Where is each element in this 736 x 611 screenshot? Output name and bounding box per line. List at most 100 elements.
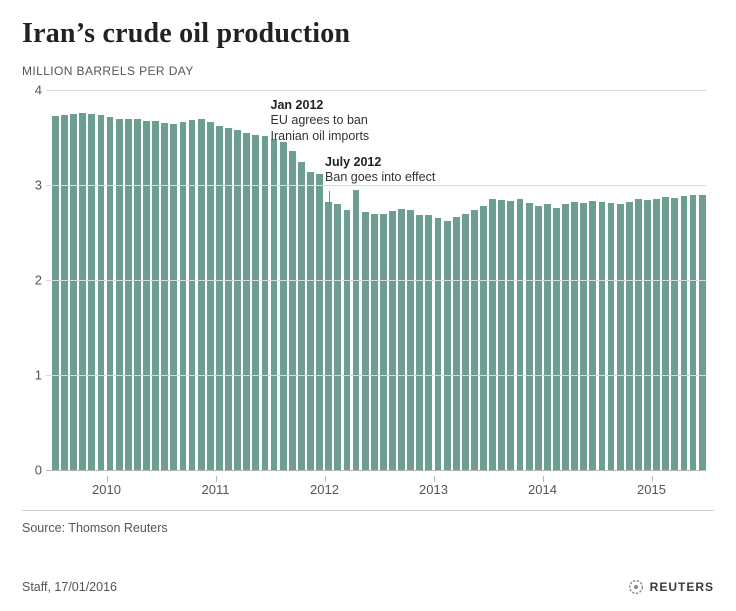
bar	[134, 119, 141, 470]
annotation-connector	[275, 149, 276, 162]
bar	[189, 120, 196, 470]
bar	[644, 200, 651, 470]
bar	[107, 117, 114, 470]
bar	[289, 151, 296, 470]
bar	[316, 174, 323, 470]
annotation-text: EU agrees to ban	[271, 113, 368, 127]
bar	[662, 197, 669, 470]
bar	[125, 119, 132, 471]
bar	[498, 200, 505, 470]
bar	[462, 214, 469, 471]
y-tick-label: 3	[24, 178, 42, 193]
bar	[334, 204, 341, 470]
footer-divider	[22, 510, 714, 511]
bar	[52, 116, 59, 470]
annotation: Jan 2012EU agrees to ban Iranian oil impo…	[271, 98, 370, 145]
bar	[61, 115, 68, 470]
bar	[70, 114, 77, 470]
bar	[453, 217, 460, 470]
brand-badge: REUTERS	[628, 579, 714, 595]
bar	[599, 202, 606, 470]
reuters-logo-icon	[628, 579, 644, 595]
bar	[344, 210, 351, 470]
footer-row: Staff, 17/01/2016 REUTERS	[22, 579, 714, 595]
bar	[535, 206, 542, 470]
bar	[526, 203, 533, 470]
bar	[416, 215, 423, 470]
bar	[161, 123, 168, 470]
bar	[298, 162, 305, 470]
bar	[690, 195, 697, 470]
chart-area: 0 1 2 3 4 Jan 2012EU agrees to ban Iranian oil…	[22, 82, 714, 502]
bar	[562, 204, 569, 470]
bar	[325, 202, 332, 470]
bar	[234, 130, 241, 470]
bar	[589, 201, 596, 470]
bar	[407, 210, 414, 470]
chart-subtitle: MILLION BARRELS PER DAY	[22, 64, 714, 78]
bar	[98, 115, 105, 470]
bar	[371, 214, 378, 471]
bar	[671, 198, 678, 470]
bar	[198, 119, 205, 470]
y-tick-label: 0	[24, 463, 42, 478]
bar	[653, 199, 660, 470]
bar	[699, 195, 706, 471]
bar	[580, 203, 587, 470]
bar	[271, 139, 278, 470]
gridline	[46, 90, 706, 91]
bar	[380, 214, 387, 471]
x-axis: 201020112012201320142015	[46, 476, 706, 498]
bar	[480, 206, 487, 470]
bar	[517, 199, 524, 470]
bar	[544, 204, 551, 470]
annotation: July 2012Ban goes into effect	[325, 155, 435, 186]
y-tick-label: 2	[24, 273, 42, 288]
brand-text: REUTERS	[650, 580, 714, 594]
x-tick-label: 2011	[202, 482, 230, 497]
bar	[216, 126, 223, 470]
bar	[280, 142, 287, 470]
bar	[362, 212, 369, 470]
chart-title: Iran’s crude oil production	[22, 18, 714, 50]
bar	[143, 121, 150, 470]
annotation-text: Ban goes into effect	[325, 170, 435, 184]
bar	[617, 204, 624, 470]
x-tick-label: 2010	[92, 482, 121, 497]
bar	[471, 210, 478, 470]
bar	[180, 122, 187, 470]
bar	[635, 199, 642, 470]
bar	[152, 121, 159, 470]
bar	[116, 119, 123, 471]
x-tick-label: 2012	[310, 482, 339, 497]
bar	[626, 202, 633, 470]
credit-label: Staff, 17/01/2016	[22, 580, 117, 594]
bar	[79, 113, 86, 470]
bar	[389, 211, 396, 470]
bar	[353, 190, 360, 470]
bar	[507, 201, 514, 470]
bar	[435, 218, 442, 470]
annotation-title: Jan 2012	[271, 98, 324, 112]
bar	[444, 221, 451, 470]
bar	[425, 215, 432, 470]
bar	[398, 209, 405, 470]
bar	[243, 133, 250, 470]
bar	[307, 172, 314, 470]
y-tick-label: 1	[24, 368, 42, 383]
bar	[553, 208, 560, 470]
bar	[207, 122, 214, 470]
bar	[608, 203, 615, 470]
gridline	[46, 375, 706, 376]
gridline	[46, 280, 706, 281]
annotation-title: July 2012	[325, 155, 381, 169]
bar	[489, 199, 496, 470]
annotation-text: Iranian oil imports	[271, 129, 370, 143]
x-tick-label: 2015	[637, 482, 666, 497]
bar	[88, 114, 95, 470]
bar	[681, 196, 688, 470]
plot-region: 01234Jan 2012EU agrees to banIranian oil…	[46, 90, 706, 471]
annotation-connector	[329, 191, 330, 212]
y-tick-label: 4	[24, 83, 42, 98]
source-label: Source: Thomson Reuters	[22, 521, 714, 535]
